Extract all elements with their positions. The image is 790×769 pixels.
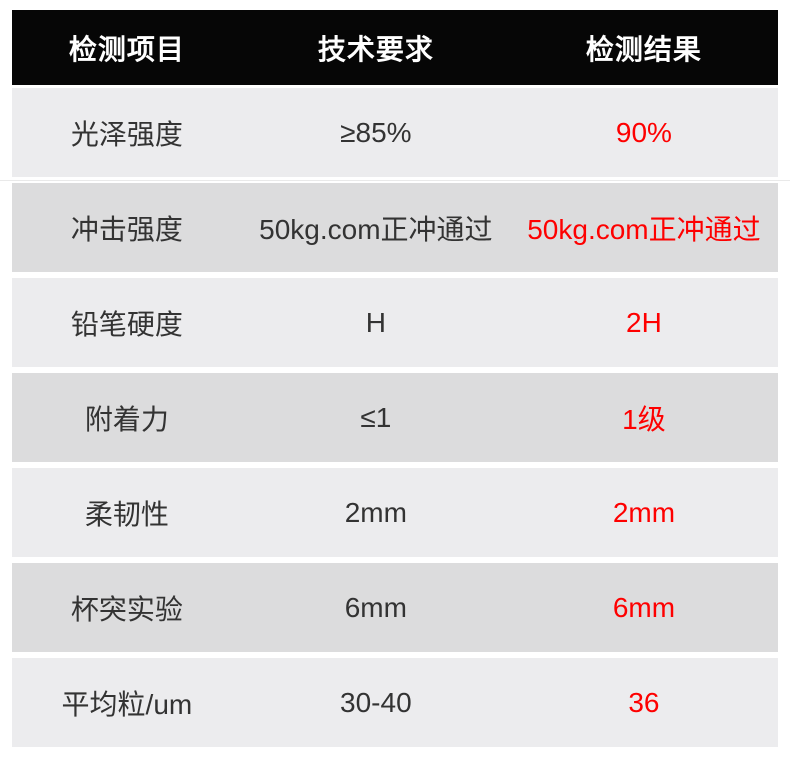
cell-item: 杯突实验 xyxy=(70,593,183,625)
header-cell-item: 检测项目 xyxy=(68,33,185,65)
cell-result: 90% xyxy=(615,116,672,148)
table-row: 杯突实验 6mm 6mm xyxy=(12,563,778,652)
header-cell-requirement: 技术要求 xyxy=(317,33,434,65)
cell-requirement: 50kg.com正冲通过 xyxy=(259,213,493,245)
cell-result: 2mm xyxy=(612,496,676,528)
table-row: 铅笔硬度 H 2H xyxy=(12,278,778,367)
table-row: 冲击强度 50kg.com正冲通过 50kg.com正冲通过 xyxy=(12,183,778,272)
cell-requirement: 30-40 xyxy=(340,686,412,718)
cell-result: 2H xyxy=(626,306,662,338)
cell-item: 冲击强度 xyxy=(70,213,183,245)
cell-result: 36 xyxy=(628,686,660,718)
table-row: 附着力 ≤1 1级 xyxy=(12,373,778,462)
page-separator-line xyxy=(0,180,790,181)
table-row: 柔韧性 2mm 2mm xyxy=(12,468,778,557)
table-row: 平均粒/um 30-40 36 xyxy=(12,658,778,747)
cell-item: 铅笔硬度 xyxy=(70,308,183,340)
test-report-table: 检测项目 技术要求 检测结果 光泽强度 ≥85% 90% 冲击强度 50kg.c… xyxy=(12,10,778,747)
cell-result: 6mm xyxy=(612,591,676,623)
cell-requirement: ≤1 xyxy=(360,401,392,433)
cell-item: 平均粒/um xyxy=(61,688,193,720)
cell-requirement: 6mm xyxy=(344,591,407,623)
cell-result: 50kg.com正冲通过 xyxy=(527,213,761,245)
cell-requirement: 2mm xyxy=(344,496,407,528)
cell-item: 光泽强度 xyxy=(70,118,183,150)
table-header-row: 检测项目 技术要求 检测结果 xyxy=(12,10,778,85)
cell-item: 柔韧性 xyxy=(84,498,169,530)
cell-requirement: H xyxy=(365,306,386,338)
header-cell-result: 检测结果 xyxy=(585,33,702,65)
cell-requirement: ≥85% xyxy=(340,116,412,148)
table-row: 光泽强度 ≥85% 90% xyxy=(12,88,778,177)
cell-result: 1级 xyxy=(622,403,666,435)
cell-item: 附着力 xyxy=(84,403,169,435)
